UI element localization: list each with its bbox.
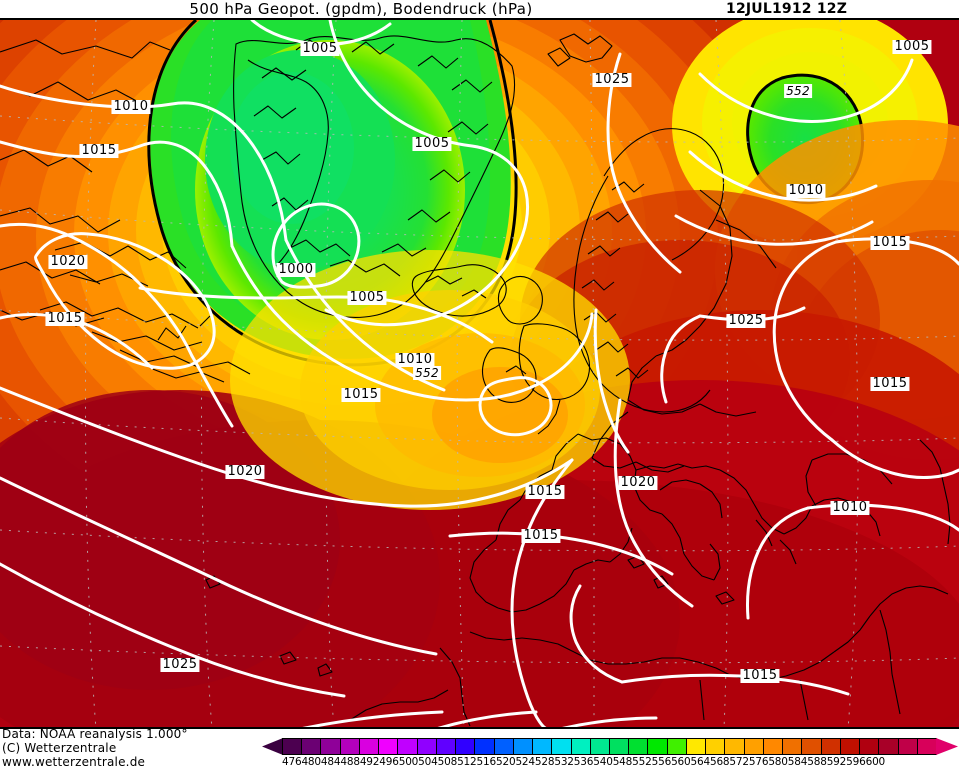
color-scale-swatch [302, 739, 322, 754]
chart-header: 500 hPa Geopot. (gpdm), Bodendruck (hPa)… [0, 0, 959, 18]
color-scale-tick-label: 508 [437, 756, 458, 768]
color-scale-swatch [359, 739, 380, 754]
color-scale-tick-label: 552 [632, 756, 652, 768]
color-scale-swatch [513, 739, 534, 754]
color-scale-swatch [648, 739, 668, 754]
color-scale-swatch [340, 739, 360, 754]
website-label: www.wetterzentrale.de [2, 755, 146, 769]
color-scale-tick-label: 564 [690, 756, 711, 768]
color-scale-swatch [879, 739, 899, 754]
color-scale-swatch [436, 739, 457, 754]
color-scale-tick-label: 520 [495, 756, 516, 768]
color-scale-swatch [686, 739, 707, 754]
color-scale-tick-label: 560 [671, 756, 691, 768]
copyright-label: (C) Wetterzentrale [2, 741, 117, 755]
color-scale-tick-label: 584 [787, 756, 808, 768]
color-scale-tick-label [920, 755, 937, 769]
color-scale-tick-label: 600 [865, 756, 886, 768]
color-scale-tick-label: 592 [826, 756, 847, 768]
valid-date-label: 12JUL1912 12Z [726, 1, 848, 17]
color-scale-tick-label [902, 755, 919, 769]
color-scale-tick-label: 496 [379, 756, 399, 768]
color-scale-swatch [706, 739, 726, 754]
color-scale-ticks: 476 480 484 488 492 496 500 504 508 512 516 520 524 5… [282, 755, 937, 769]
color-scale: 476 480 484 488 492 496 500 504 508 512 516 520 524 5… [262, 738, 958, 770]
color-scale-tick-label: 540 [593, 756, 613, 768]
color-scale-swatch [321, 739, 341, 754]
color-scale-swatch [821, 739, 841, 754]
color-scale-tick-label: 524 [515, 756, 535, 768]
color-scale-swatch [667, 739, 687, 754]
color-scale-swatch [456, 739, 476, 754]
color-scale-tick-label: 548 [612, 756, 633, 768]
color-scale-swatch [744, 739, 764, 754]
color-scale-high-arrow [936, 738, 958, 755]
color-scale-strip [282, 738, 937, 755]
color-scale-swatch [898, 739, 918, 754]
color-scale-tick-label: 576 [748, 756, 769, 768]
color-scale-swatch [282, 739, 303, 754]
color-scale-swatch [417, 739, 437, 754]
color-scale-tick-label: 476 [282, 756, 302, 768]
credits-block: Data: NOAA reanalysis 1.000° (C) Wetterz… [2, 727, 188, 769]
color-scale-low-arrow [262, 738, 283, 755]
color-scale-tick-label: 512 [457, 756, 477, 768]
color-scale-swatch [533, 739, 553, 754]
color-scale-swatch [725, 739, 745, 754]
color-scale-swatch [840, 739, 861, 754]
color-scale-swatch [494, 739, 514, 754]
color-scale-swatch [571, 739, 591, 754]
color-scale-tick-label: 536 [573, 756, 594, 768]
color-scale-swatch [379, 739, 399, 754]
color-scale-swatch [629, 739, 649, 754]
color-scale-swatch [609, 739, 630, 754]
color-scale-swatch [475, 739, 495, 754]
color-scale-swatch [590, 739, 610, 754]
color-scale-swatch [783, 739, 803, 754]
color-scale-tick-label: 488 [340, 756, 360, 768]
color-scale-swatch [860, 739, 880, 754]
shaded-field [0, 20, 959, 727]
data-source-label: Data: NOAA reanalysis 1.000° [2, 727, 188, 741]
color-scale-tick-label: 532 [554, 756, 574, 768]
color-scale-tick-label: 504 [418, 756, 438, 768]
chart-footer: Data: NOAA reanalysis 1.000° (C) Wetterz… [0, 727, 959, 770]
color-scale-tick-label: 484 [320, 756, 341, 768]
color-scale-tick-label: 572 [729, 756, 749, 768]
page-title: 500 hPa Geopot. (gpdm), Bodendruck (hPa) [189, 0, 533, 18]
color-scale-tick-label: 556 [651, 756, 672, 768]
color-scale-tick-label: 480 [301, 756, 321, 768]
map-canvas [0, 20, 959, 727]
color-scale-tick-label: 500 [398, 756, 419, 768]
color-scale-swatch [917, 739, 937, 754]
color-scale-tick-label: 588 [807, 756, 827, 768]
color-scale-tick-label: 580 [768, 756, 788, 768]
color-scale-tick-label: 516 [476, 756, 497, 768]
color-scale-tick-label [885, 755, 902, 769]
isobars [0, 20, 959, 727]
color-scale-swatch [552, 739, 572, 754]
weather-map: 1005 1005 1025 552 1010 1015 1005 1010 1015 1020 1… [0, 18, 959, 729]
color-scale-tick-label: 492 [359, 756, 380, 768]
color-scale-swatch [398, 739, 418, 754]
color-scale-swatch [802, 739, 822, 754]
color-scale-tick-label: 528 [534, 756, 555, 768]
color-scale-tick-label: 568 [709, 756, 730, 768]
shading-bands-uk [230, 250, 630, 510]
color-scale-tick-label: 596 [846, 756, 866, 768]
color-scale-swatch [763, 739, 784, 754]
